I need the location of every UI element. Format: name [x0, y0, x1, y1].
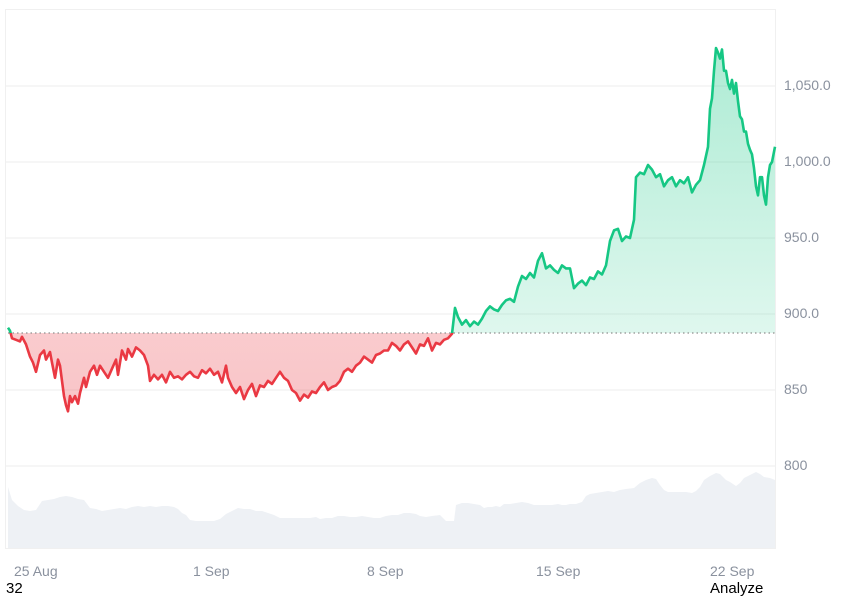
y-tick-label: 950.0 [784, 229, 820, 245]
footer-left-text: 32 [6, 580, 23, 597]
analyze-link[interactable]: Analyze [710, 580, 764, 597]
volume-area [8, 472, 775, 548]
x-tick-label: 1 Sep [193, 563, 230, 579]
y-tick-label: 850 [784, 381, 808, 397]
x-tick-label: 22 Sep [710, 563, 755, 579]
x-tick-label: 15 Sep [536, 563, 581, 579]
grid-lines [6, 85, 775, 467]
y-tick-label: 800 [784, 457, 808, 473]
x-tick-label: 25 Aug [14, 563, 58, 579]
price-line-down [9, 333, 454, 413]
x-tick-label: 8 Sep [367, 563, 404, 579]
y-tick-label: 1,000.0 [784, 153, 831, 169]
down-area-fill [8, 333, 775, 412]
y-tick-label: 1,050.0 [784, 77, 831, 93]
price-line-up [6, 46, 777, 333]
up-area-fill [8, 48, 775, 333]
y-tick-label: 900.0 [784, 305, 820, 321]
